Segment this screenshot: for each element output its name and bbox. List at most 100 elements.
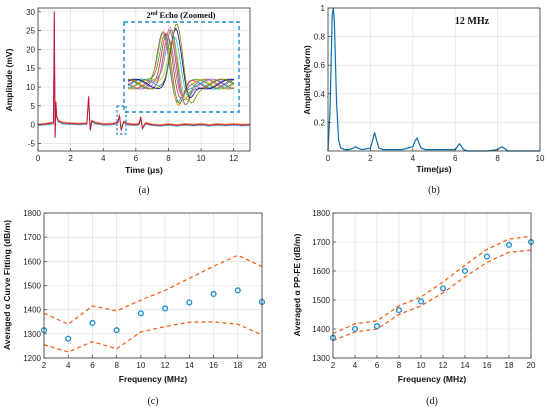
x-tick-label: 12 [229, 154, 238, 163]
x-tick-label: 4 [101, 154, 106, 163]
panel-d-mean-point [439, 285, 447, 292]
x-tick-label: 18 [505, 361, 514, 370]
panel-a-inset-trace [127, 41, 235, 101]
x-tick-label: 10 [417, 361, 426, 370]
panel-c-xlabel: Frequency (MHz) [119, 374, 188, 384]
y-tick-label: -5 [28, 139, 36, 148]
panel-c-mean-point [186, 299, 193, 306]
y-tick-label: 1700 [23, 233, 41, 242]
x-tick-label: 14 [185, 361, 194, 370]
panel-d-caption: (d) [426, 396, 438, 407]
x-tick-label: 0 [326, 154, 331, 163]
y-tick-label: 0.4 [314, 90, 326, 99]
x-tick-label: 10 [136, 361, 145, 370]
panel-c-upper-bound [43, 254, 263, 325]
panel-c-mean-point [234, 287, 241, 294]
panel-a-xlabel: Time (μs) [125, 165, 163, 175]
panel-c-mean-point [137, 310, 144, 317]
x-tick-label: 2 [368, 154, 373, 163]
y-tick-label: 1400 [23, 306, 41, 315]
y-tick-label: 1500 [23, 282, 41, 291]
panel-d-mean-point [505, 241, 513, 248]
x-tick-label: 16 [209, 361, 218, 370]
panel-d-mean-point [351, 325, 359, 333]
panel-a-trace-underlay [37, 10, 251, 137]
panel-d-mean-point [417, 298, 425, 305]
panel-d-xlabel: Frequency (MHz) [398, 374, 467, 384]
x-tick-label: 6 [375, 361, 380, 370]
panel-c-caption: (c) [147, 396, 158, 407]
panel-d: 2 4 6 8 10 12 14 16 18 20 1300 1400 1500 1600 1700 1800… [292, 209, 536, 407]
x-tick-label: 6 [90, 361, 95, 370]
x-tick-label: 2 [331, 361, 336, 370]
y-tick-label: 0.6 [314, 61, 326, 70]
panel-a-plot [37, 10, 251, 138]
panel-a-inset-trace [127, 36, 235, 97]
panel-c-mean-point [162, 305, 169, 312]
panel-d-lower-bound [332, 249, 532, 342]
y-tick-label: 1600 [312, 267, 330, 276]
x-tick-label: 16 [483, 361, 492, 370]
x-tick-label: 4 [353, 361, 358, 370]
panel-c-lower-bound [43, 321, 263, 353]
panel-a-inset-trace [127, 23, 235, 104]
panel-d-plot [329, 235, 535, 342]
y-tick-label: 10 [26, 83, 35, 92]
y-tick-label: 1400 [312, 325, 330, 334]
panel-c-ylabel: Averaged α Curve Fitting (dB/m) [2, 220, 12, 350]
panel-d-mean-point [461, 267, 469, 275]
panel-b-ylabel: Amplitude(Norm) [302, 45, 312, 115]
panel-a-inset-trace [127, 27, 235, 99]
panel-d-grid [332, 212, 532, 359]
y-tick-label: 30 [26, 8, 35, 17]
panel-a-ylabel: Amplitude (mV) [4, 48, 14, 111]
y-tick-label: 1600 [23, 257, 41, 266]
panel-a-inset-frame [123, 21, 240, 113]
y-tick-label: 1 [321, 4, 326, 13]
x-tick-label: 12 [439, 361, 448, 370]
panel-b-caption: (b) [428, 185, 440, 196]
y-tick-label: 0.8 [314, 33, 326, 42]
x-tick-label: 6 [453, 154, 458, 163]
y-tick-label: 1800 [23, 209, 41, 218]
panel-b-grid [327, 7, 541, 151]
x-tick-label: 14 [461, 361, 470, 370]
x-tick-label: 8 [495, 154, 500, 163]
x-tick-label: 18 [233, 361, 242, 370]
panel-a-series-line [37, 11, 251, 138]
panel-d-frame [332, 212, 532, 359]
panel-a-trace-underlay [37, 17, 251, 138]
panel-c-mean-point [113, 327, 120, 334]
panel-a-inset [127, 23, 235, 106]
x-tick-label: 2 [68, 154, 73, 163]
y-tick-label: 5 [31, 102, 36, 111]
panel-b-ticks: 0 2 4 6 8 10 0.2 0.4 0.6 0.8 1 [314, 4, 545, 163]
x-tick-label: 2 [42, 361, 47, 370]
y-tick-label: 25 [26, 27, 35, 36]
panel-a-inset-trace [127, 26, 235, 105]
panel-d-ylabel: Averaged α PP-FE (dB/m) [292, 233, 302, 336]
panel-c: 2 4 6 8 10 12 14 16 18 20 1200 1300 1400 1500 1600 1700… [2, 209, 267, 407]
x-tick-label: 12 [161, 361, 170, 370]
panel-c-mean-point [210, 290, 217, 298]
panel-c-ticks: 2 4 6 8 10 12 14 16 18 20 1200 1300 1400 1500 1600 1700… [23, 209, 267, 370]
x-tick-label: 10 [536, 154, 545, 163]
y-tick-label: 1300 [23, 330, 41, 339]
panel-a-inset-title: 2nd Echo (Zoomed) [146, 10, 215, 20]
y-tick-label: 1300 [312, 354, 330, 363]
panel-a-inset-title-sup: nd [151, 11, 158, 17]
y-tick-label: 0 [31, 121, 36, 130]
y-tick-label: 0.2 [314, 118, 326, 127]
x-tick-label: 10 [197, 154, 206, 163]
x-tick-label: 8 [397, 361, 402, 370]
panel-b-xlabel: Time(μs) [416, 164, 451, 174]
y-tick-label: 1700 [312, 238, 330, 247]
panel-b-annotation: 12 MHz [455, 16, 490, 27]
panel-c-mean-point [89, 319, 96, 327]
panel-c-mean-point [65, 335, 72, 342]
y-tick-label: 1800 [312, 209, 330, 218]
panel-b-plot [327, 7, 540, 152]
